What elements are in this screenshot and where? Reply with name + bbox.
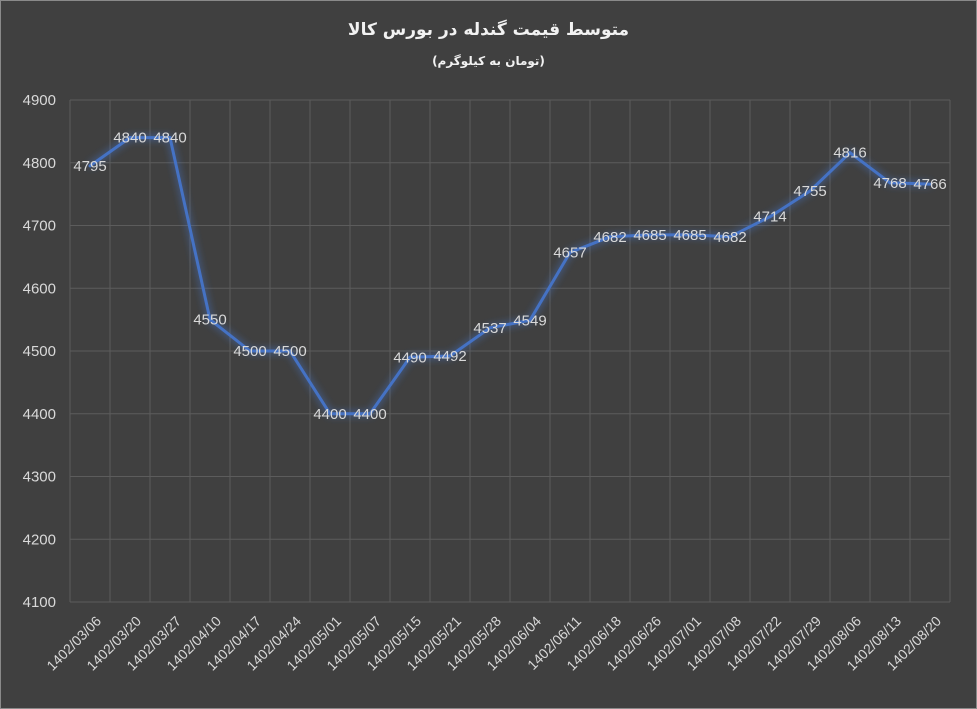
data-point (208, 318, 212, 322)
data-label: 4549 (513, 312, 546, 329)
y-tick-label: 4800 (23, 155, 56, 172)
y-tick-label: 4100 (23, 594, 56, 611)
data-label: 4768 (873, 175, 906, 192)
series-layer (88, 136, 932, 416)
data-label: 4682 (713, 229, 746, 246)
y-tick-label: 4300 (23, 469, 56, 486)
series-line (89, 136, 931, 416)
grid (69, 99, 951, 603)
data-point (608, 235, 612, 239)
data-label: 4400 (313, 406, 346, 423)
data-label: 4492 (433, 348, 466, 365)
data-label: 4840 (113, 130, 146, 147)
data-label: 4685 (633, 227, 666, 244)
data-label: 4685 (673, 227, 706, 244)
data-point (328, 412, 332, 416)
data-point (768, 215, 772, 219)
data-point (808, 189, 812, 193)
data-label: 4657 (553, 244, 586, 261)
data-point (488, 326, 492, 330)
y-tick-label: 4200 (23, 531, 56, 548)
chart-title: متوسط قیمت گندله در بورس کالا (347, 20, 630, 40)
data-point (688, 233, 692, 237)
data-label: 4537 (473, 320, 506, 337)
data-label: 4500 (233, 343, 266, 360)
y-tick-label: 4600 (23, 280, 56, 297)
data-point (368, 412, 372, 416)
data-point (88, 164, 92, 168)
data-point (848, 151, 852, 155)
data-label: 4400 (353, 406, 386, 423)
data-point (408, 355, 412, 359)
data-label: 4795 (73, 158, 106, 175)
data-point (168, 136, 172, 140)
y-tick-label: 4900 (23, 92, 56, 109)
y-tick-label: 4700 (23, 218, 56, 235)
data-label: 4682 (593, 229, 626, 246)
data-label: 4766 (913, 176, 946, 193)
data-point (448, 354, 452, 358)
data-point (248, 349, 252, 353)
data-point (128, 136, 132, 140)
data-point (888, 181, 892, 185)
y-axis: 4900 4800 4700 4600 4500 4400 4300 4200 4100 (23, 92, 56, 611)
data-label: 4550 (193, 312, 226, 329)
data-labels: 4795 4840 4840 4550 4500 4500 4400 4400 4490 4492… (73, 130, 946, 423)
data-point (288, 349, 292, 353)
data-point (728, 235, 732, 239)
data-label: 4816 (833, 145, 866, 162)
chart-subtitle: (تومان به کیلوگرم) (432, 54, 545, 68)
y-tick-label: 4400 (23, 406, 56, 423)
data-label: 4714 (753, 209, 786, 226)
data-point (568, 250, 572, 254)
data-label: 4500 (273, 343, 306, 360)
data-point (648, 233, 652, 237)
y-tick-label: 4500 (23, 343, 56, 360)
data-point (528, 318, 532, 322)
data-label: 4755 (793, 183, 826, 200)
x-axis: 1402/03/061402/03/201402/03/271402/04/10… (43, 613, 944, 674)
data-point (928, 182, 932, 186)
data-label: 4490 (393, 349, 426, 366)
data-label: 4840 (153, 130, 186, 147)
